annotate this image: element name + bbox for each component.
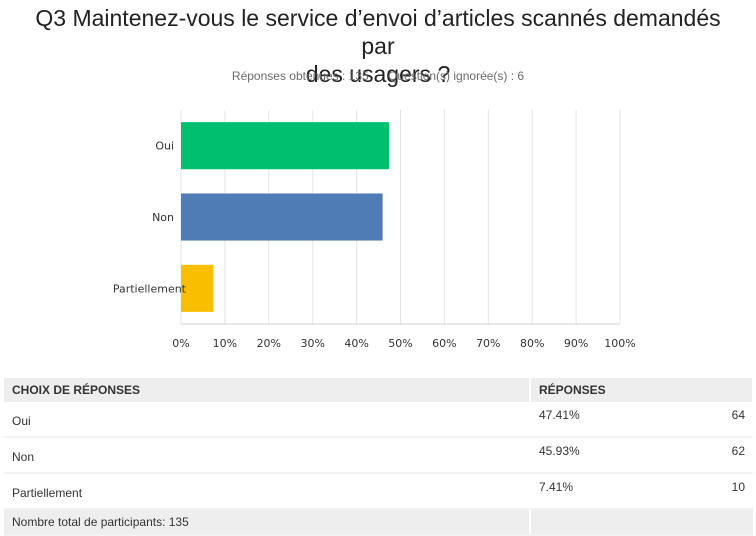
total-empty-cell	[530, 509, 753, 536]
question-title-line2: des usagers ?	[305, 61, 451, 87]
row-choice: Partiellement	[4, 473, 531, 510]
response-stats: Réponses obtenues : 135 Question(s) igno…	[0, 69, 756, 83]
header-choice: CHOIX DE RÉPONSES	[4, 378, 531, 402]
bar	[181, 193, 383, 241]
total-participants: Nombre total de participants: 135	[4, 509, 531, 536]
row-percent: 47.41%	[530, 402, 627, 438]
category-label: Partiellement	[113, 282, 187, 295]
header-responses: RÉPONSES	[530, 378, 754, 402]
category-label: Non	[152, 211, 174, 224]
bar	[181, 264, 214, 312]
bar-chart: 0% 10% 20% 30% 40% 50% 60% 70% 80% 90% 100% Oui Non P…	[113, 110, 636, 350]
x-tick-label: 80%	[520, 337, 544, 350]
question-title-line1: Q3 Maintenez-vous le service d’envoi d’a…	[35, 5, 721, 59]
x-tick-label: 70%	[476, 337, 500, 350]
row-choice: Non	[4, 437, 531, 474]
bar	[181, 122, 390, 170]
results-table: CHOIX DE RÉPONSES RÉPONSES Oui 47.41% 64…	[4, 378, 754, 536]
x-tick-label: 90%	[564, 337, 588, 350]
question-title: Q3 Maintenez-vous le service d’envoi d’a…	[20, 4, 736, 88]
x-tick-label: 20%	[257, 337, 281, 350]
table-row: Oui 47.41% 64	[4, 402, 753, 438]
row-percent: 7.41%	[530, 473, 627, 510]
row-count: 10	[627, 473, 753, 510]
x-tick-label: 10%	[213, 337, 237, 350]
x-tick-label: 100%	[604, 337, 635, 350]
x-tick-label: 50%	[388, 337, 412, 350]
category-label: Oui	[155, 140, 174, 153]
row-choice: Oui	[4, 402, 531, 438]
row-count: 64	[627, 402, 753, 438]
skipped-count: Question(s) ignorée(s) : 6	[388, 69, 525, 83]
x-tick-label: 60%	[432, 337, 456, 350]
table-row: Partiellement 7.41% 10	[4, 473, 753, 510]
table-row: Non 45.93% 62	[4, 437, 753, 474]
x-tick-label: 40%	[344, 337, 368, 350]
row-percent: 45.93%	[530, 437, 627, 474]
x-tick-label: 0%	[172, 337, 189, 350]
table-header-row: CHOIX DE RÉPONSES RÉPONSES	[4, 378, 754, 402]
total-row: Nombre total de participants: 135	[4, 509, 753, 536]
row-count: 62	[627, 437, 753, 474]
answered-count: Réponses obtenues : 135	[231, 69, 369, 83]
x-tick-label: 30%	[300, 337, 324, 350]
